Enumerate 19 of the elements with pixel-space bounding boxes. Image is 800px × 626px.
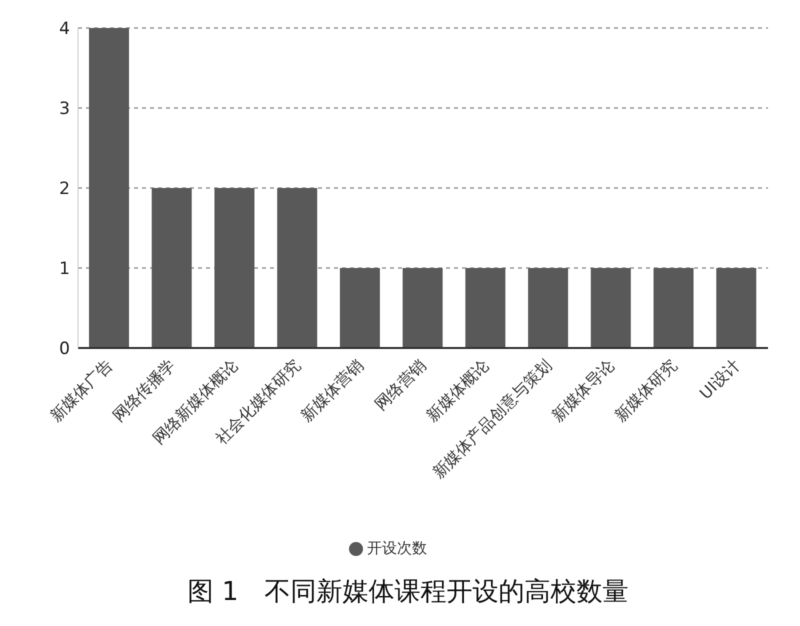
bar (340, 268, 380, 348)
bar (402, 268, 443, 348)
text: 图 1 不同新媒体课程开设的高校数量 (186, 576, 630, 609)
y-tick-label: 4 (59, 19, 70, 40)
bar (716, 268, 756, 348)
bar (528, 268, 568, 348)
y-tick-label: 1 (59, 259, 70, 280)
legend-label: 开设次数 (367, 539, 427, 557)
bar (89, 28, 129, 348)
x-tick-label: UI设计 (696, 355, 744, 404)
bar (152, 188, 192, 348)
y-tick-label: 0 (59, 339, 70, 360)
bar (214, 188, 254, 348)
bar (465, 268, 506, 348)
bar (590, 268, 631, 348)
y-tick-label: 3 (59, 99, 70, 120)
y-tick-label: 2 (59, 179, 70, 200)
bar (654, 268, 694, 348)
bar (277, 188, 318, 348)
